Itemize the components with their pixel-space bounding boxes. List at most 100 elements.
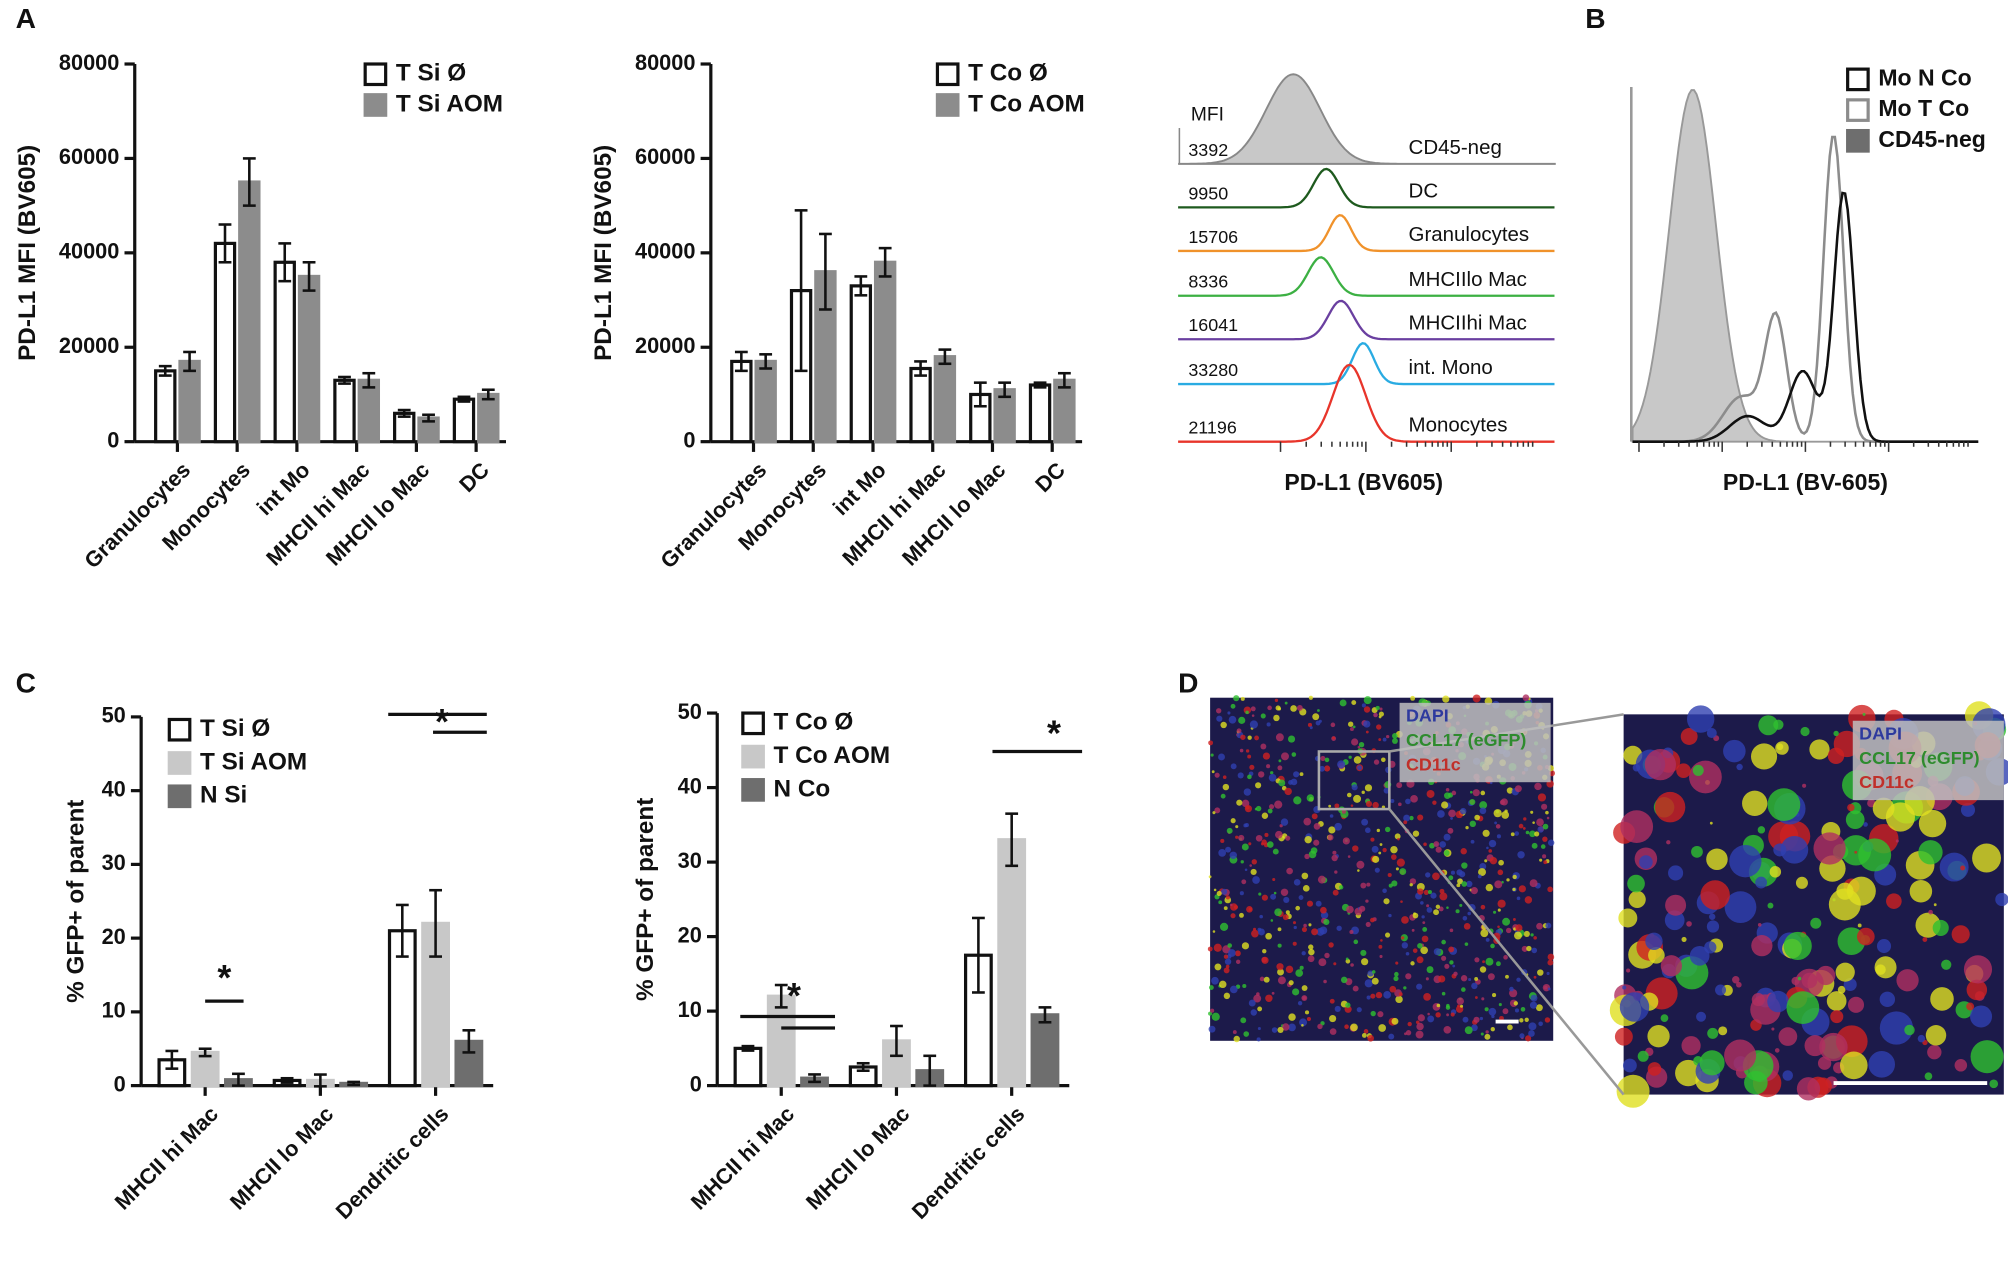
micrograph-speck: [1319, 926, 1328, 935]
micrograph-speck: [1918, 840, 1943, 865]
micrograph-speck: [1397, 837, 1400, 841]
micrograph-speck: [1494, 880, 1503, 889]
micrograph-speck: [1223, 954, 1229, 959]
micrograph-speck: [1371, 970, 1376, 974]
micrograph-speck: [1233, 905, 1239, 910]
micrograph-speck: [1904, 1024, 1915, 1036]
micrograph-speck: [1530, 933, 1534, 937]
micrograph-speck: [1295, 905, 1300, 911]
bar: [997, 838, 1027, 1088]
legend-label: CD45-neg: [1878, 126, 1986, 152]
micrograph-speck: [1810, 917, 1822, 929]
micrograph-speck: [1932, 919, 1949, 936]
micrograph-speck: [1427, 889, 1432, 895]
micrograph-speck: [1211, 1012, 1220, 1021]
micrograph-speck: [1465, 825, 1469, 830]
micrograph-speck: [1412, 948, 1418, 953]
micrograph-speck: [1222, 775, 1227, 780]
micrograph-speck: [1488, 849, 1493, 853]
micrograph-speck: [1614, 1027, 1633, 1046]
micrograph-speck: [1513, 918, 1516, 921]
micrograph-speck: [1542, 823, 1549, 830]
micrograph-speck: [1271, 1027, 1278, 1033]
micrograph-speck: [1450, 1012, 1455, 1017]
micrograph-speck: [1324, 952, 1330, 959]
micrograph-speck: [1388, 1033, 1395, 1040]
micrograph-speck: [1282, 914, 1289, 921]
micrograph-speck: [1363, 706, 1371, 713]
micrograph-speck: [1545, 810, 1549, 815]
micrograph-speck: [1238, 716, 1246, 724]
micrograph-speck: [1247, 774, 1252, 780]
micrograph-speck: [1250, 706, 1256, 712]
micrograph-speck: [1271, 991, 1275, 995]
micrograph-speck: [1464, 1026, 1473, 1035]
micrograph-speck: [1467, 911, 1472, 916]
micrograph-speck: [1401, 916, 1409, 924]
micrograph-speck: [1293, 925, 1297, 930]
micrograph-speck: [1689, 760, 1722, 794]
micrograph-speck: [1384, 826, 1391, 833]
micrograph-speck: [1370, 993, 1376, 999]
x-tick-label: MHCII hi Mac: [837, 457, 950, 570]
micrograph-speck: [1417, 1014, 1425, 1022]
micrograph-speck: [1875, 964, 1886, 975]
micrograph-speck: [1416, 956, 1424, 964]
micrograph-speck: [1481, 997, 1485, 1001]
micrograph-speck: [1922, 937, 1928, 942]
micrograph-speck: [1219, 922, 1229, 931]
micrograph-speck: [1681, 1036, 1701, 1056]
micrograph-speck: [1370, 837, 1375, 842]
population-label: Granulocytes: [1409, 223, 1530, 246]
micrograph-speck: [1292, 921, 1297, 925]
y-tick-label: 60000: [59, 144, 119, 169]
legend-swatch: [1846, 128, 1870, 153]
micrograph-speck: [1233, 1035, 1240, 1043]
micrograph-speck: [1771, 1027, 1775, 1031]
micrograph-speck: [1518, 823, 1524, 829]
micrograph-speck: [1366, 882, 1371, 887]
micrograph-speck: [1331, 854, 1338, 862]
error-bar: [338, 375, 351, 385]
x-tick-label: DC: [454, 457, 494, 497]
micrograph-speck: [1405, 973, 1412, 980]
micrograph-speck: [1637, 1050, 1649, 1062]
micrograph-speck: [1474, 996, 1478, 999]
micrograph-speck: [1510, 832, 1515, 837]
micrograph-speck: [1363, 720, 1371, 728]
error-bar: [429, 888, 442, 958]
micrograph-speck: [1461, 987, 1466, 992]
micrograph-speck: [1839, 1051, 1868, 1080]
micrograph-speck: [1247, 754, 1252, 759]
micrograph-speck: [1320, 906, 1327, 914]
histogram-curve: [1178, 73, 1556, 165]
legend-label: T Co AOM: [774, 742, 891, 769]
micrograph-speck: [1464, 942, 1469, 946]
error-bar: [1033, 381, 1047, 389]
y-tick-label: 80000: [59, 50, 119, 75]
micrograph-speck: [1261, 812, 1269, 819]
micrograph-speck: [1268, 773, 1277, 782]
micrograph-speck: [1410, 795, 1418, 803]
micrograph-speck: [1359, 905, 1366, 912]
bar: [733, 1046, 763, 1088]
micrograph-speck: [1516, 977, 1521, 982]
micrograph-speck: [1709, 821, 1713, 825]
micrograph-speck: [1533, 936, 1537, 940]
micrograph-speck: [1279, 824, 1283, 828]
micrograph-speck: [1383, 991, 1392, 999]
micrograph-speck: [1449, 928, 1454, 933]
micrograph-speck: [1242, 983, 1247, 989]
error-bar: [856, 1061, 870, 1072]
micrograph-speck: [1339, 699, 1347, 707]
micrograph-speck: [1361, 818, 1369, 826]
x-tick-label: MHCII hi Mac: [261, 457, 374, 570]
micrograph-speck: [1802, 783, 1807, 788]
micrograph-speck: [1471, 1024, 1478, 1032]
micrograph-speck: [1244, 823, 1249, 828]
micrograph-speck: [1250, 1009, 1257, 1016]
micrograph-speck: [1469, 820, 1477, 828]
micrograph-speck: [1417, 814, 1424, 821]
y-tick-label: 0: [114, 1071, 126, 1096]
y-tick-label: 0: [683, 427, 695, 452]
